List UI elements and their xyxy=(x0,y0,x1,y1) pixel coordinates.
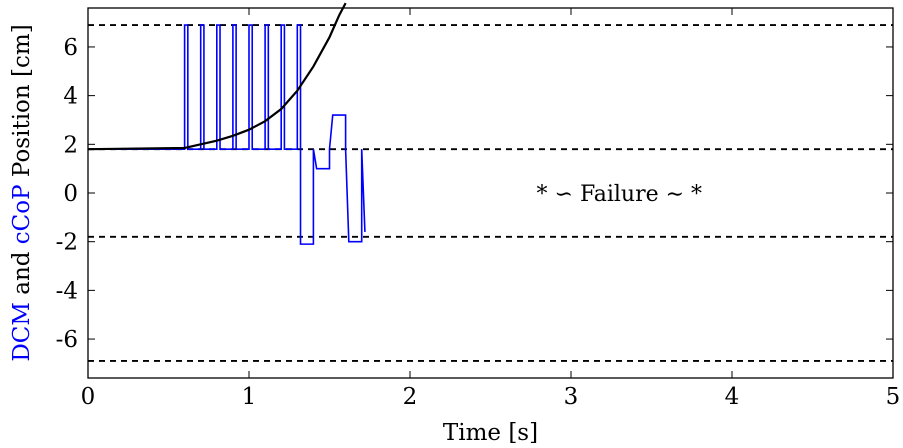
x-tick-label: 4 xyxy=(725,384,740,410)
y-axis-label-part: DCM xyxy=(9,302,35,362)
x-tick-label: 3 xyxy=(564,384,579,410)
y-tick-label: 2 xyxy=(63,132,78,158)
y-axis-label-part: cCoP xyxy=(9,184,35,244)
y-tick-label: 0 xyxy=(63,181,78,207)
y-tick-label: -2 xyxy=(56,230,78,256)
y-tick-label: 4 xyxy=(63,84,78,110)
y-axis-label-part: Position [cm] xyxy=(9,24,35,184)
limit-lines xyxy=(88,24,893,362)
x-tick-label: 2 xyxy=(403,384,418,410)
x-tick-label: 5 xyxy=(886,384,901,410)
x-tick-label: 0 xyxy=(81,384,96,410)
ccop-series-line xyxy=(88,24,366,245)
plot-frame xyxy=(87,7,894,379)
y-tick-label: -4 xyxy=(56,278,78,304)
y-axis-label: DCM and cCoP Position [cm] xyxy=(9,24,35,361)
axis-ticks: 0 1 2 3 4 5 6 4 2 0 -2 -4 -6 xyxy=(56,8,901,410)
y-tick-label: -6 xyxy=(56,327,78,353)
y-tick-label: 6 xyxy=(63,35,78,61)
y-axis-label-part: and xyxy=(9,244,35,302)
failure-annotation: * ∽ Failure ∼ * xyxy=(537,182,703,207)
x-tick-label: 1 xyxy=(242,384,257,410)
dcm-series-line xyxy=(87,2,347,151)
x-axis-label: Time [s] xyxy=(443,420,538,446)
series-lines xyxy=(87,2,366,245)
